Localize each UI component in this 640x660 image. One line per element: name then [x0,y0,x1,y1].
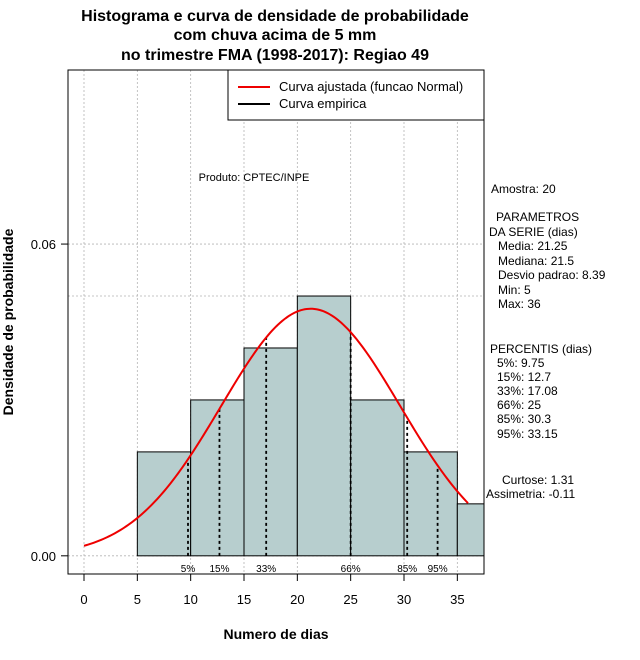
stat-max: Max: 36 [498,297,541,311]
chart-title-line-3: no trimestre FMA (1998-2017): Regiao 49 [121,47,429,64]
x-tick-label: 20 [290,592,304,607]
stat-p5: 5%: 9.75 [497,356,545,370]
fit-curve [83,307,469,547]
y-tick-label: 0.00 [31,549,56,564]
stat-amostra: Amostra: 20 [491,182,556,196]
x-tick-label: 5 [134,592,141,607]
stat-desvio: Desvio padrao: 8.39 [498,268,606,282]
fit-curve-layer [83,307,469,547]
stat-mediana: Mediana: 21.5 [498,254,574,268]
axes: 0 5 10 15 20 25 30 35 0.00 0.06 [31,237,465,607]
stat-pct-title: PERCENTIS (dias) [490,342,592,356]
stat-media: Media: 21.25 [498,239,568,253]
percentile-label: 15% [209,564,229,575]
histogram-bar [350,399,405,557]
percentile-label: 33% [256,564,276,575]
chart-title-line-2: com chuva acima de 5 mm [174,27,377,44]
legend-box [227,69,485,121]
stat-p15: 15%: 12.7 [497,370,551,384]
histogram-bars [136,295,485,557]
histogram-bar [296,295,352,557]
legend-label-empirical: Curva empirica [279,96,367,111]
stat-p66: 66%: 25 [497,398,541,412]
stat-param-title-1: PARAMETROS [496,210,579,224]
stat-p85: 85%: 30.3 [497,412,551,426]
x-axis-title: Numero de dias [223,626,328,642]
stat-min: Min: 5 [498,283,531,297]
stat-p33: 33%: 17.08 [497,384,558,398]
histogram-bar [456,503,485,557]
stat-p95: 95%: 33.15 [497,427,558,441]
x-tick-label: 15 [237,592,251,607]
x-tick-label: 0 [80,592,87,607]
legend-label-fit: Curva ajustada (funcao Normal) [279,79,463,94]
percentile-label: 66% [341,564,361,575]
percentile-label: 95% [428,564,448,575]
histogram-bar [190,399,245,557]
stats-panel: Amostra: 20 PARAMETROS DA SERIE (dias) M… [486,182,606,501]
legend: Curva ajustada (funcao Normal) Curva emp… [227,69,485,121]
stat-curtose: Curtose: 1.31 [502,473,574,487]
histogram-bar [403,451,458,557]
y-axis-title: Densidade de probabilidade [0,228,16,415]
percentile-lines: 5% 15% 33% 66% 85% 95% [181,332,448,575]
product-note: Produto: CPTEC/INPE [199,172,310,184]
y-tick-label: 0.06 [31,237,56,252]
stat-assimetria: Assimetria: -0.11 [486,487,575,501]
x-tick-label: 10 [183,592,197,607]
stat-param-title-2: DA SERIE (dias) [489,225,578,239]
percentile-label: 5% [181,564,196,575]
histogram-bar [243,347,298,557]
percentile-label: 85% [397,564,417,575]
x-tick-label: 25 [343,592,357,607]
x-tick-label: 35 [450,592,464,607]
chart-title-line-1: Histograma e curva de densidade de proba… [81,8,469,25]
x-tick-label: 30 [397,592,411,607]
